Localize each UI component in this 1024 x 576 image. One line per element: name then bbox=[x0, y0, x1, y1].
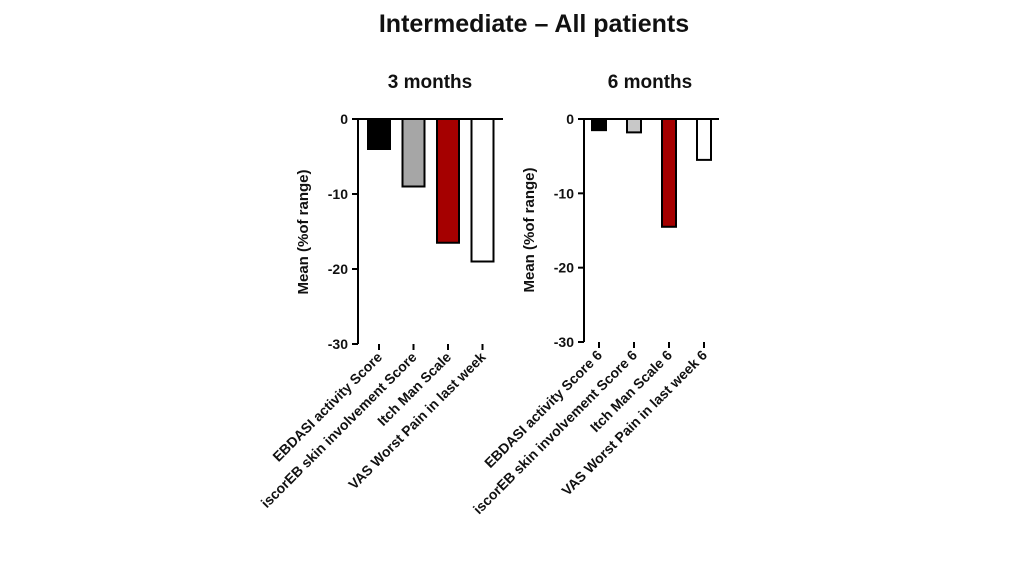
y-axis-label: Mean (%of range) bbox=[521, 167, 538, 292]
y-tick-label: 0 bbox=[340, 111, 348, 127]
bar bbox=[626, 118, 642, 134]
y-tick-label: -20 bbox=[554, 260, 574, 276]
panel-title: 6 months bbox=[608, 72, 692, 93]
y-tick-label: -30 bbox=[328, 336, 348, 352]
bar bbox=[401, 118, 426, 188]
y-tick-label: -30 bbox=[554, 334, 574, 350]
page-title: Intermediate – All patients bbox=[378, 10, 690, 38]
bar bbox=[470, 118, 495, 263]
y-tick-label: -20 bbox=[328, 261, 348, 277]
panel-title: 3 months bbox=[388, 72, 472, 93]
bar bbox=[367, 118, 391, 150]
bar bbox=[591, 118, 607, 132]
y-tick-label: -10 bbox=[554, 185, 574, 201]
bar bbox=[696, 118, 712, 161]
bar bbox=[661, 118, 677, 228]
bar bbox=[436, 118, 460, 244]
y-tick-label: -10 bbox=[328, 186, 348, 202]
y-tick-label: 0 bbox=[566, 111, 574, 127]
y-axis-label: Mean (%of range) bbox=[295, 169, 312, 294]
